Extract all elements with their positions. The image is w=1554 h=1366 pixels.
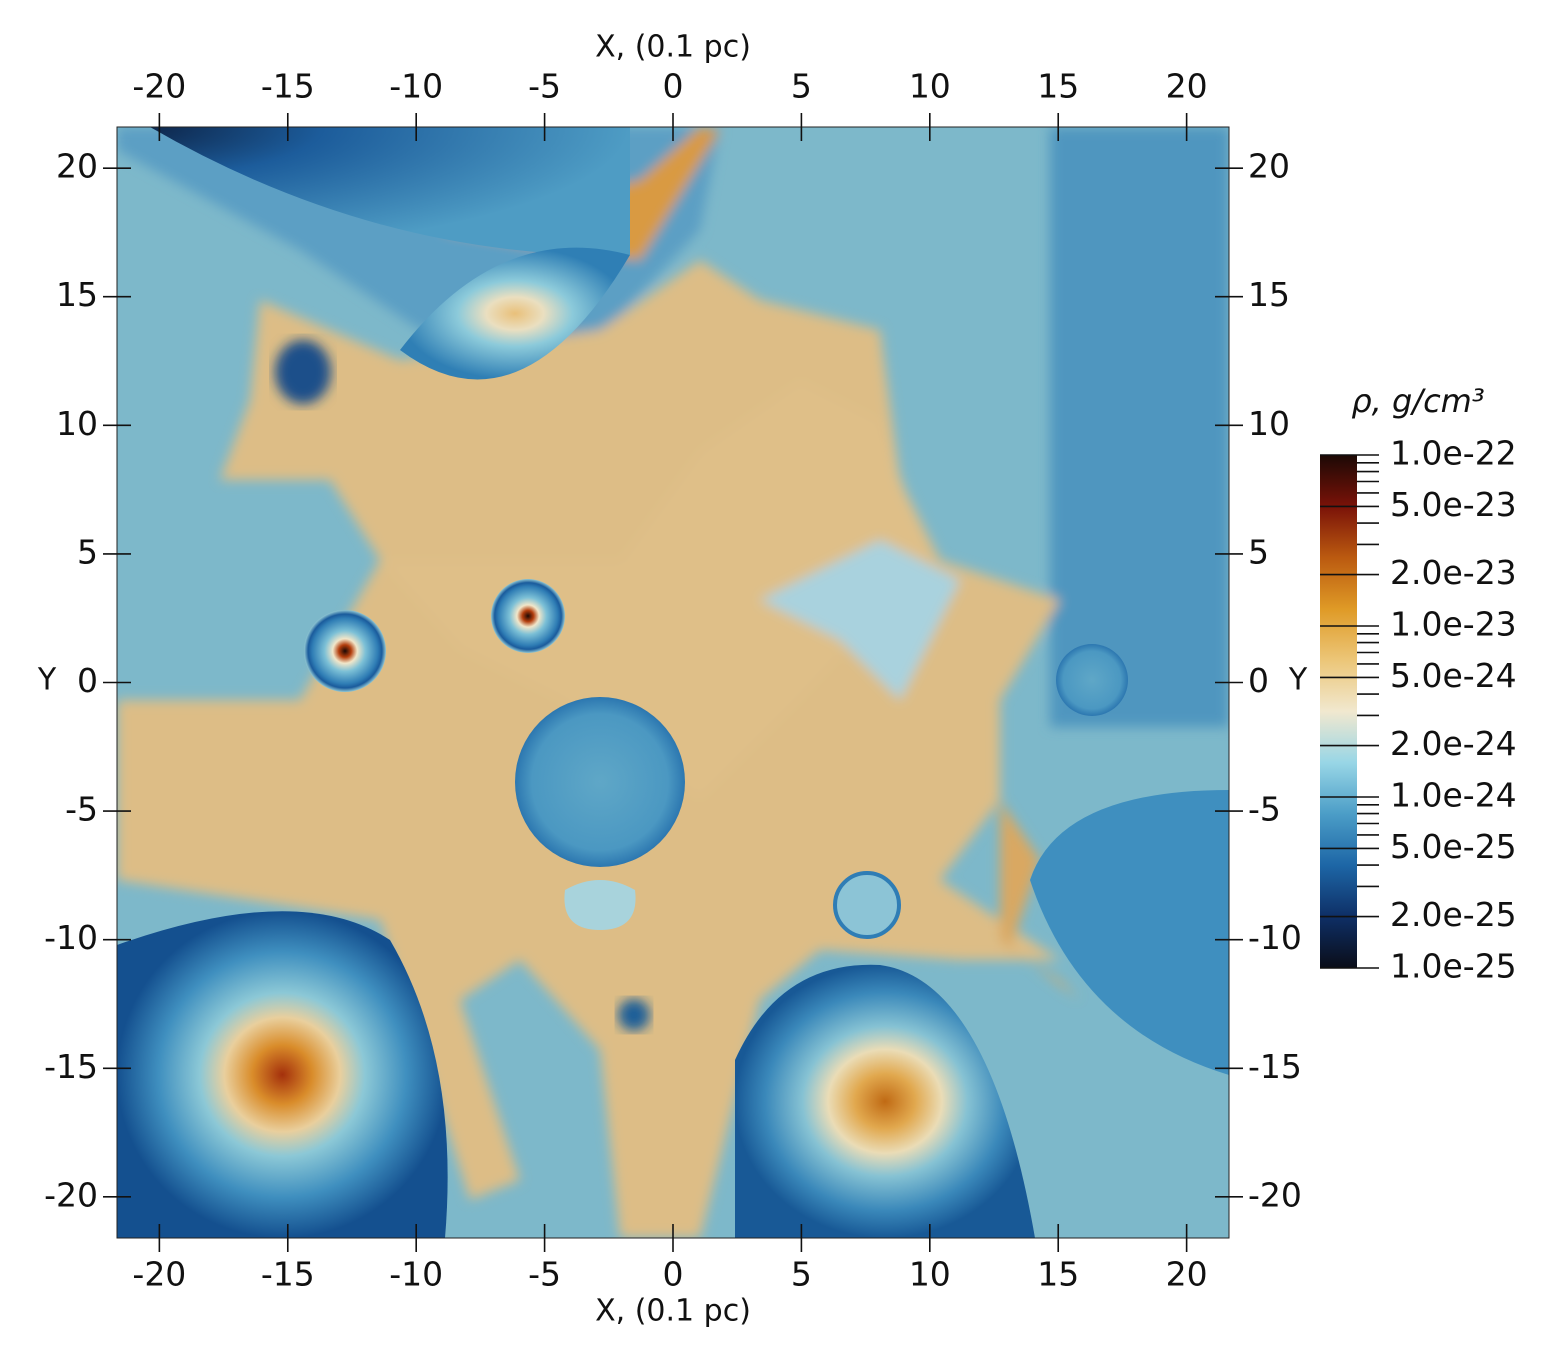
density-field	[117, 127, 1229, 1238]
y-tick-label-right: 0	[1248, 661, 1269, 700]
x-tick-label-bottom: -20	[132, 1255, 186, 1294]
x-tick-label-bottom: 15	[1037, 1255, 1079, 1294]
x-tick-label-bottom: 10	[909, 1255, 951, 1294]
y-tick-label-right: 20	[1248, 147, 1290, 186]
colorbar-tick-label: 5.0e-25	[1390, 827, 1517, 866]
colorbar-tick-label: 1.0e-22	[1390, 434, 1517, 473]
x-axis-label-top: X, (0.1 pc)	[595, 30, 751, 65]
y-tick-label-right: -15	[1248, 1047, 1302, 1086]
y-tick-label-left: -5	[65, 790, 98, 829]
x-tick-label-bottom: -15	[261, 1255, 315, 1294]
x-tick-label-top: -15	[261, 67, 315, 106]
colorbar-tick-label: 2.0e-25	[1390, 895, 1517, 934]
x-tick-label-top: 10	[909, 67, 951, 106]
colorbar-tick-label: 2.0e-23	[1390, 553, 1517, 592]
colorbar-tick-label: 1.0e-23	[1390, 605, 1517, 644]
y-tick-label-right: -5	[1248, 790, 1281, 829]
colorbar-tick-label: 1.0e-25	[1390, 947, 1517, 986]
y-tick-label-right: 15	[1248, 275, 1290, 314]
x-tick-label-top: -5	[528, 67, 561, 106]
colorbar-tick-label: 1.0e-24	[1390, 776, 1517, 815]
y-axis-label-right: Y	[1288, 663, 1308, 698]
y-axis-label-left: Y	[37, 663, 57, 698]
y-tick-label-right: 10	[1248, 404, 1290, 443]
x-tick-label-top: -10	[389, 67, 443, 106]
y-tick-label-left: 5	[77, 532, 98, 571]
x-tick-label-bottom: 20	[1166, 1255, 1208, 1294]
y-tick-label-left: 20	[56, 147, 98, 186]
x-tick-label-bottom: -10	[389, 1255, 443, 1294]
colorbar	[1320, 455, 1357, 968]
colorbar-tick-label: 2.0e-24	[1390, 724, 1517, 763]
y-tick-label-right: 5	[1248, 532, 1269, 571]
y-tick-label-right: -20	[1248, 1175, 1302, 1214]
x-tick-label-bottom: 5	[791, 1255, 812, 1294]
x-tick-label-top: 5	[791, 67, 812, 106]
x-tick-label-bottom: -5	[528, 1255, 561, 1294]
y-tick-label-left: -20	[44, 1175, 98, 1214]
y-tick-label-right: -10	[1248, 918, 1302, 957]
x-axis-label-bottom: X, (0.1 pc)	[595, 1294, 751, 1329]
y-tick-label-left: 10	[56, 404, 98, 443]
x-tick-label-bottom: 0	[663, 1255, 684, 1294]
colorbar-tick-label: 5.0e-23	[1390, 485, 1517, 524]
x-tick-label-top: 0	[663, 67, 684, 106]
x-tick-label-top: -20	[132, 67, 186, 106]
x-tick-label-top: 15	[1037, 67, 1079, 106]
y-tick-label-left: -15	[44, 1047, 98, 1086]
y-tick-label-left: 15	[56, 275, 98, 314]
colorbar-tick-label: 5.0e-24	[1390, 656, 1517, 695]
y-tick-label-left: 0	[77, 661, 98, 700]
x-tick-label-top: 20	[1166, 67, 1208, 106]
colorbar-title: ρ, g/cm³	[1351, 382, 1484, 420]
y-tick-label-left: -10	[44, 918, 98, 957]
